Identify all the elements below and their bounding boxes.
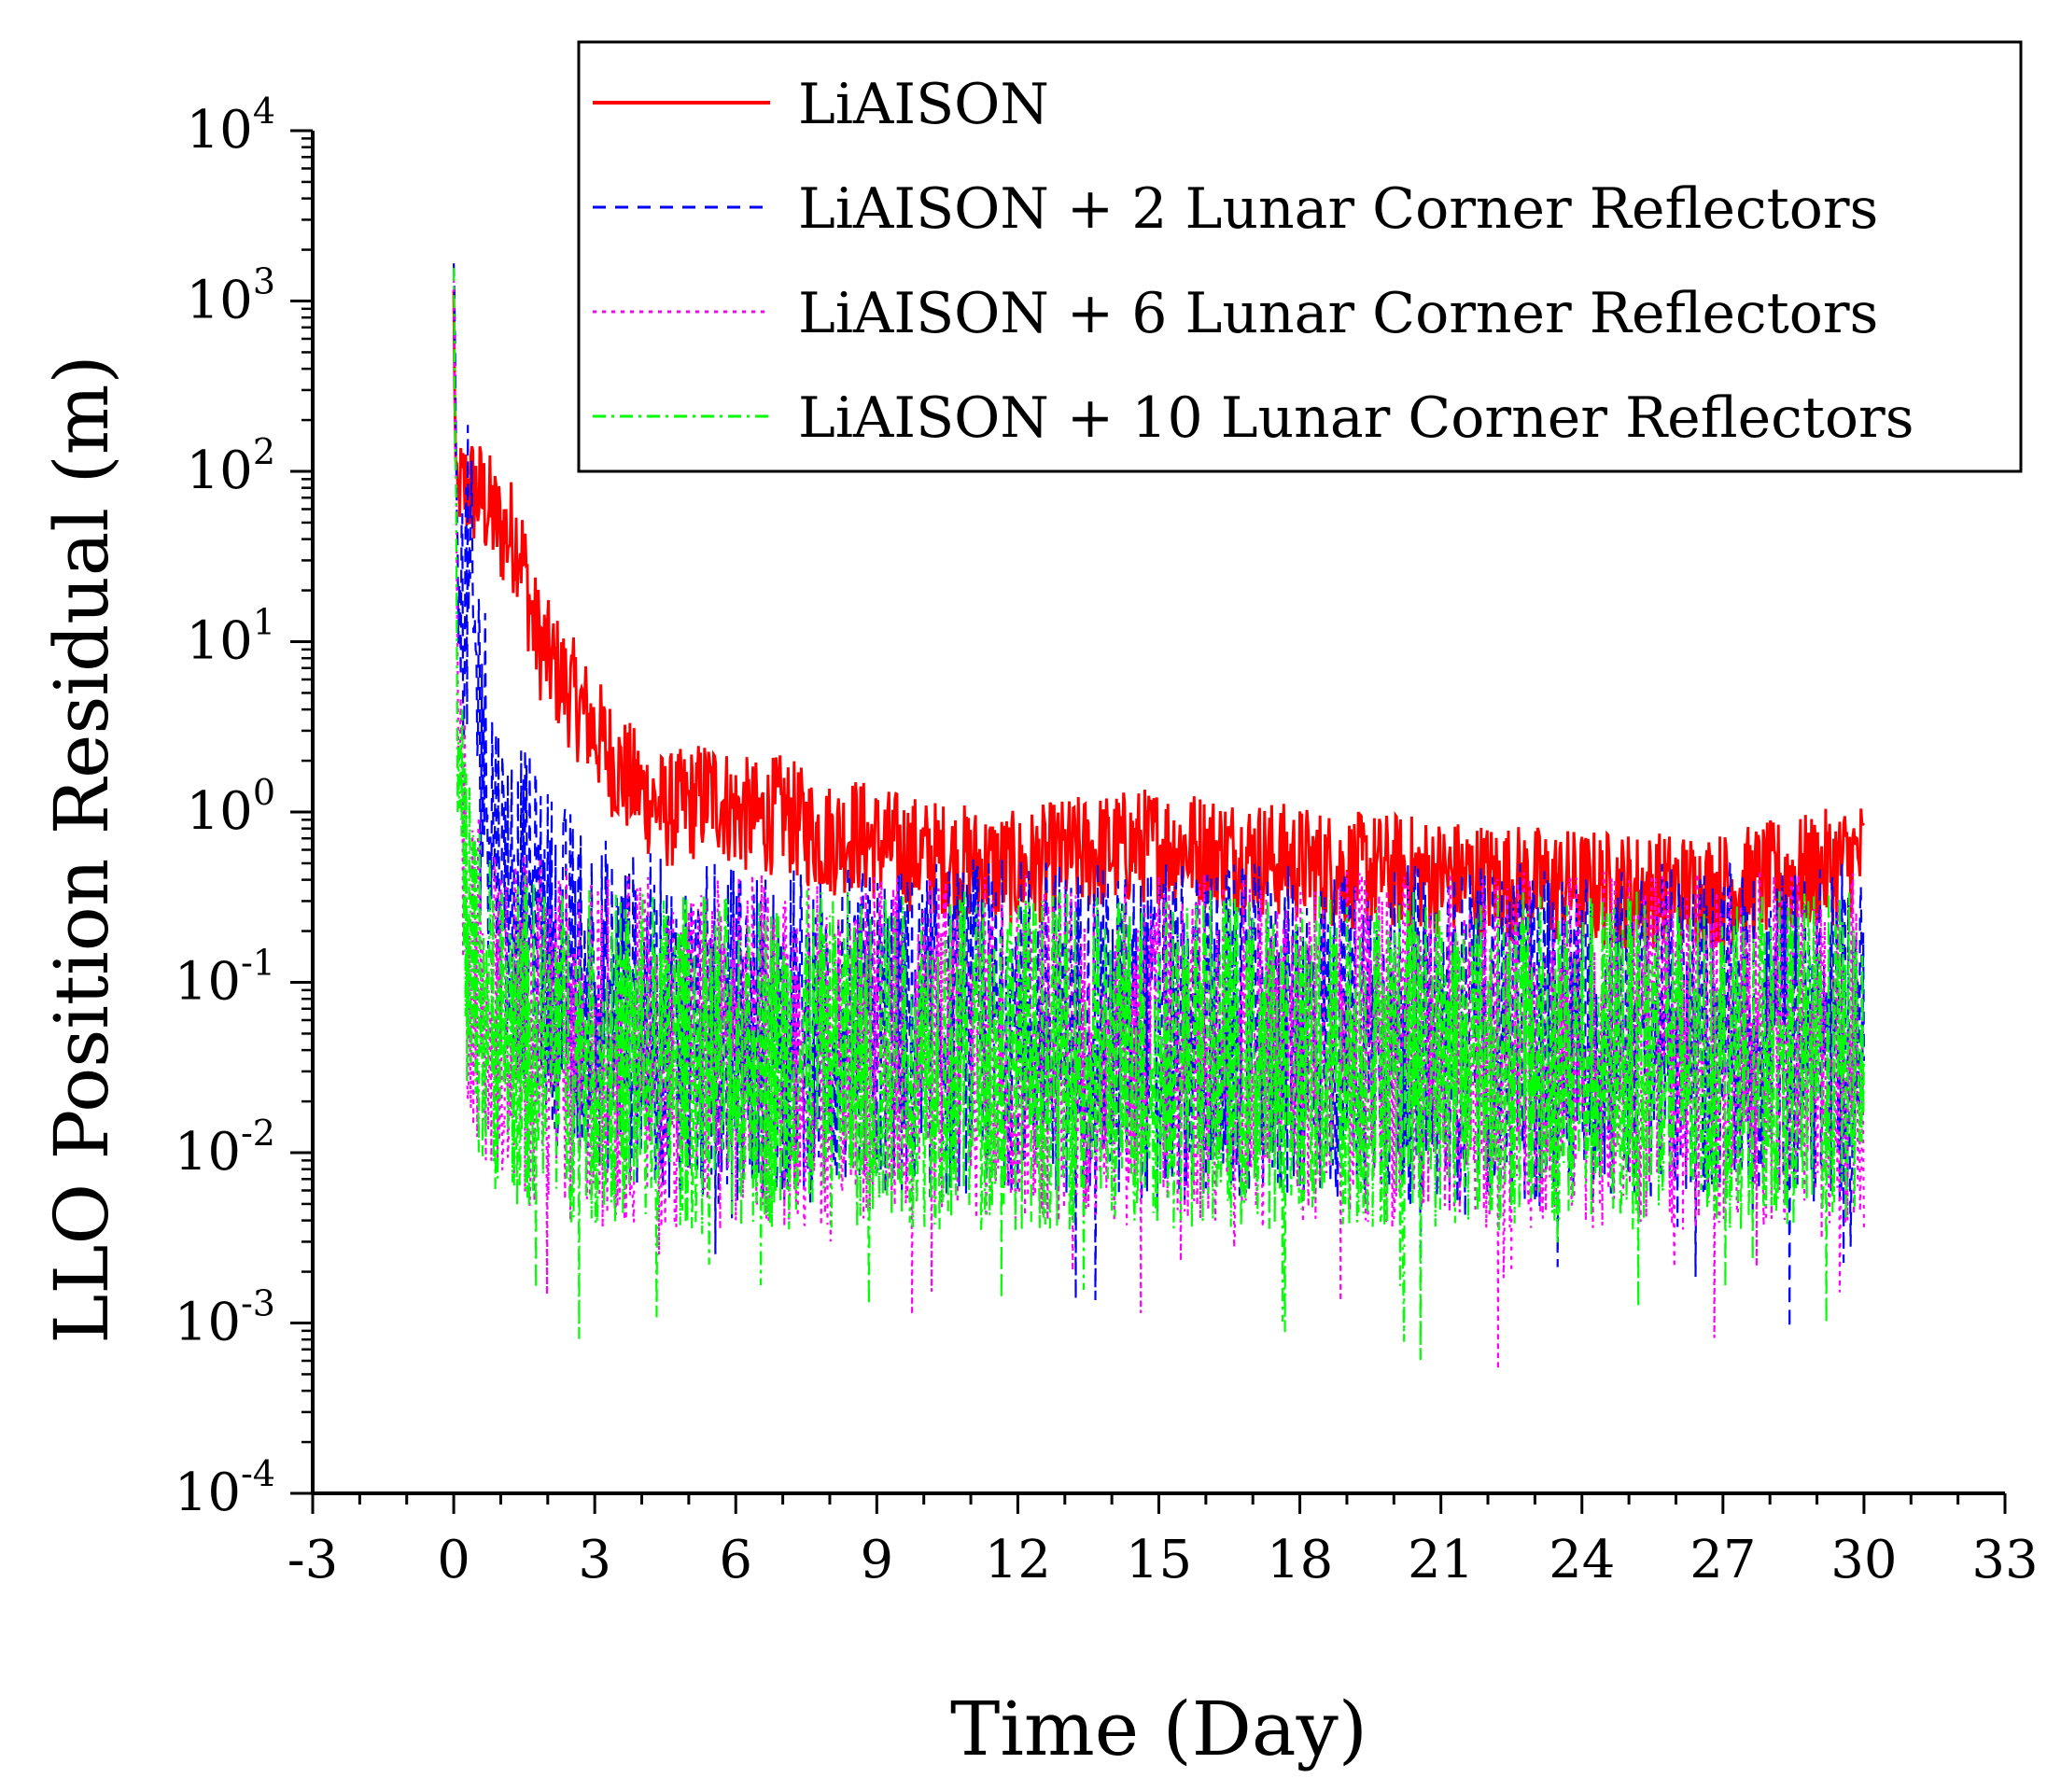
- y-tick-base: 10: [175, 952, 241, 1013]
- y-tick-base: 10: [187, 100, 253, 161]
- x-tick-label: 3: [578, 1530, 611, 1590]
- y-tick-base: 10: [187, 611, 253, 672]
- legend: LiAISON LiAISON + 2 Lunar Corner Reflecto…: [577, 40, 2023, 473]
- y-tick-exponent: 1: [253, 602, 275, 643]
- legend-label: LiAISON + 6 Lunar Corner Reflectors: [798, 281, 1878, 346]
- y-tick-exponent: -3: [241, 1283, 275, 1324]
- x-tick-label: 0: [437, 1530, 470, 1590]
- series-line-3: [453, 268, 1865, 1361]
- series-line-2: [453, 269, 1865, 1370]
- y-tick-base: 10: [187, 271, 253, 331]
- x-tick-label: 21: [1408, 1530, 1474, 1590]
- y-axis-title: LLO Position Residual (m): [38, 355, 125, 1343]
- x-tick-label: 15: [1126, 1530, 1192, 1590]
- y-tick-exponent: -4: [241, 1453, 275, 1494]
- legend-box: [577, 40, 2023, 473]
- x-tick-label: 27: [1689, 1530, 1756, 1590]
- y-tick-exponent: -1: [241, 943, 275, 984]
- x-axis-title: Time (Day): [950, 1686, 1367, 1772]
- series-layer: [452, 263, 1866, 1370]
- legend-label: LiAISON + 2 Lunar Corner Reflectors: [798, 176, 1878, 242]
- x-tick-label: 18: [1267, 1530, 1333, 1590]
- labels-layer: Time (Day) LLO Position Residual (m): [38, 355, 1367, 1772]
- y-tick-label: 10-2: [175, 1113, 275, 1183]
- y-tick-base: 10: [187, 441, 253, 501]
- y-tick-exponent: -2: [241, 1113, 275, 1154]
- legend-label: LiAISON + 10 Lunar Corner Reflectors: [798, 385, 1914, 451]
- axes-layer: -3 0 3 6 9 12 15 18 21 24 27 30 3310-410-310-210-110…: [175, 91, 2039, 1590]
- y-tick-exponent: 2: [253, 431, 275, 472]
- x-tick-label: 33: [1971, 1530, 2038, 1590]
- y-tick-label: 100: [187, 772, 275, 842]
- y-tick-exponent: 4: [253, 91, 275, 132]
- y-tick-exponent: 0: [253, 772, 275, 813]
- y-tick-label: 10-1: [175, 943, 275, 1013]
- x-tick-label: 9: [861, 1530, 894, 1590]
- y-tick-base: 10: [175, 1463, 241, 1523]
- x-tick-label: 24: [1549, 1530, 1615, 1590]
- y-tick-label: 101: [187, 602, 275, 672]
- x-tick-label: 30: [1830, 1530, 1897, 1590]
- x-tick-label: 12: [985, 1530, 1051, 1590]
- y-tick-label: 102: [187, 431, 275, 501]
- y-tick-base: 10: [175, 1293, 241, 1353]
- legend-label: LiAISON: [798, 72, 1049, 137]
- y-tick-label: 10-4: [175, 1453, 275, 1523]
- y-tick-exponent: 3: [253, 261, 275, 302]
- x-tick-label: 6: [719, 1530, 752, 1590]
- x-tick-label: -3: [287, 1530, 339, 1590]
- y-tick-base: 10: [175, 1122, 241, 1183]
- y-tick-label: 10-3: [175, 1283, 275, 1353]
- y-tick-label: 104: [187, 91, 275, 161]
- y-tick-base: 10: [187, 781, 253, 842]
- y-tick-label: 103: [187, 261, 275, 331]
